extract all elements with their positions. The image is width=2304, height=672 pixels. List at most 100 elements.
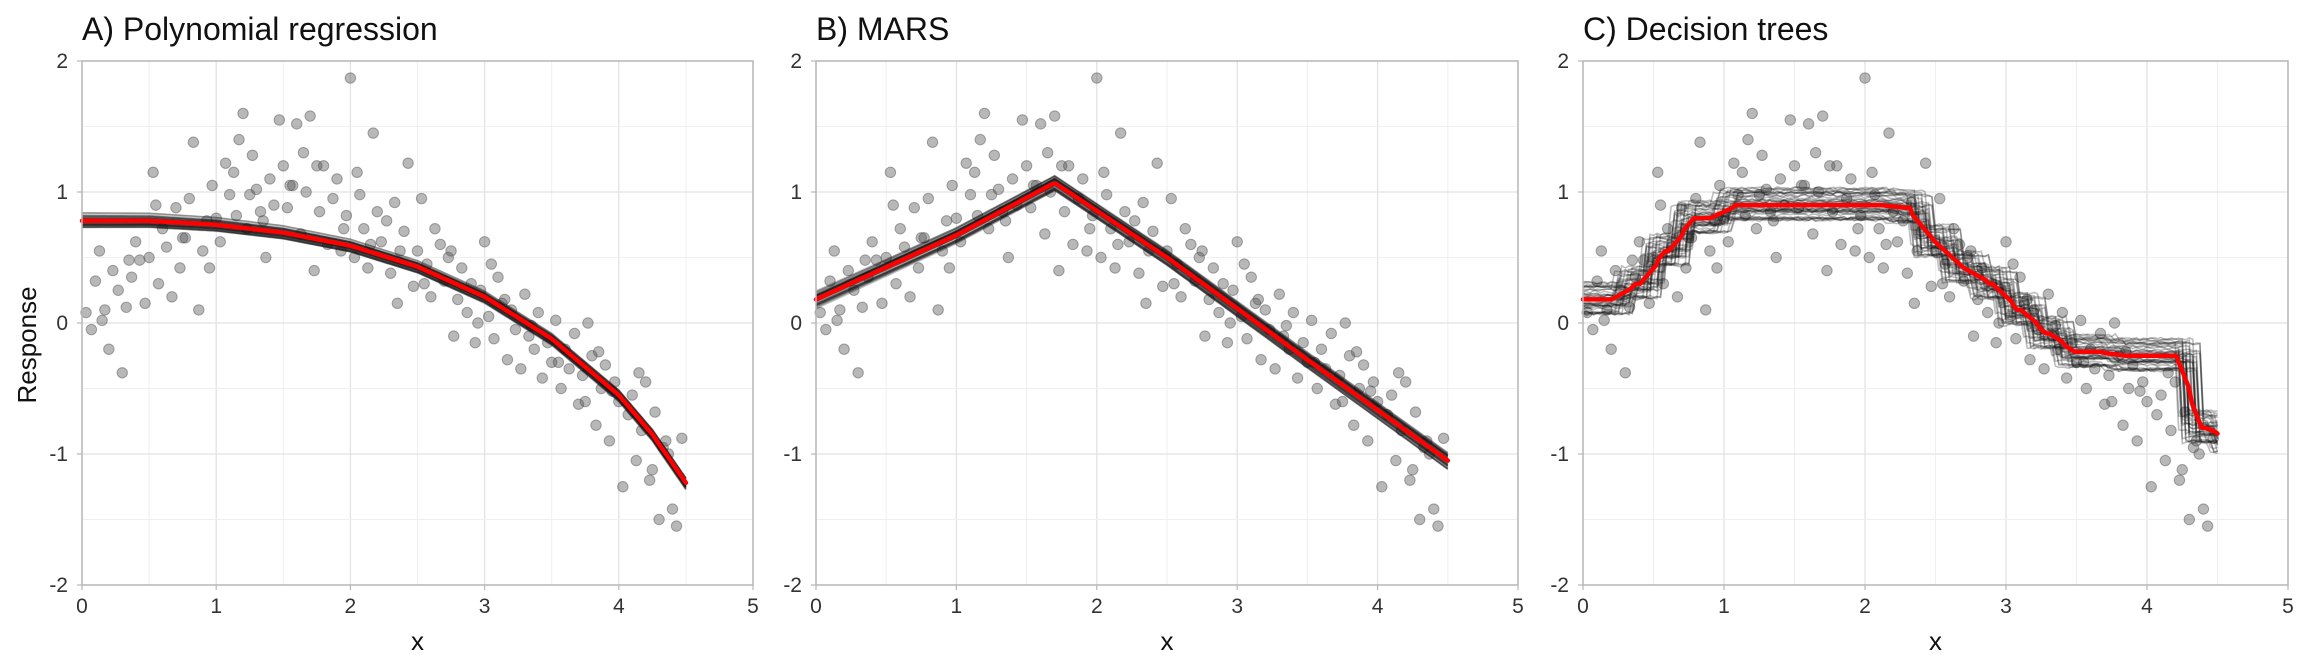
panel-a-grid xyxy=(81,60,754,586)
data-point xyxy=(492,271,504,283)
bootstrap-fit-line xyxy=(81,212,687,479)
data-point xyxy=(340,209,353,222)
data-point xyxy=(116,367,128,379)
data-point xyxy=(576,369,589,382)
data-point xyxy=(219,157,232,169)
data-point xyxy=(1652,166,1664,179)
data-point xyxy=(890,278,902,290)
bootstrap-fit-line xyxy=(1582,186,2218,413)
data-point xyxy=(2060,372,2073,384)
bootstrap-fit-line xyxy=(815,177,1449,457)
data-point xyxy=(291,118,303,130)
data-point xyxy=(152,278,165,290)
data-point xyxy=(1002,251,1015,264)
data-point xyxy=(1119,205,1131,218)
data-point xyxy=(264,173,276,185)
data-point xyxy=(1728,157,1740,169)
data-point xyxy=(1252,293,1264,306)
bootstrap-fit-line xyxy=(82,215,687,481)
data-point xyxy=(1269,363,1281,375)
data-point xyxy=(499,293,511,306)
bootstrap-fit-line xyxy=(82,222,687,488)
data-point xyxy=(434,238,447,251)
data-point xyxy=(653,513,665,526)
data-point xyxy=(646,464,659,476)
data-point xyxy=(418,278,430,290)
x-tick-label: 3 xyxy=(2000,595,2012,618)
data-point xyxy=(1990,336,2002,349)
data-point xyxy=(260,251,272,264)
data-point xyxy=(950,212,963,224)
data-point xyxy=(2021,293,2033,306)
data-point xyxy=(1041,147,1054,159)
data-point xyxy=(1399,376,1412,388)
bootstrap-fit-line xyxy=(815,177,1449,456)
data-point xyxy=(2176,464,2188,476)
data-point xyxy=(233,133,245,146)
data-point xyxy=(193,304,205,316)
data-point xyxy=(1238,258,1250,270)
data-point xyxy=(284,179,296,192)
bootstrap-fit-line xyxy=(1582,188,2218,415)
data-point xyxy=(1196,245,1208,257)
data-point xyxy=(1409,406,1422,418)
bootstrap-fit-line xyxy=(1582,215,2218,453)
data-point xyxy=(1091,72,1103,84)
data-point xyxy=(2052,343,2064,355)
data-point xyxy=(579,395,591,408)
data-point xyxy=(2169,376,2181,388)
data-point xyxy=(354,188,366,201)
y-tick-label: 1 xyxy=(1557,181,1569,204)
data-point xyxy=(1962,251,1974,264)
bootstrap-fit-line xyxy=(82,226,687,490)
data-point xyxy=(856,301,869,313)
bootstrap-fit-line xyxy=(82,222,687,487)
data-point xyxy=(1732,188,1744,201)
data-point xyxy=(1784,114,1796,126)
x-tick-label: 1 xyxy=(951,595,963,618)
data-point xyxy=(2099,398,2111,410)
bootstrap-fit-line xyxy=(82,224,687,487)
bootstrap-fit-line xyxy=(82,216,687,479)
data-point xyxy=(348,251,361,264)
data-point xyxy=(364,238,377,251)
data-point xyxy=(1911,245,1923,257)
data-point xyxy=(1390,454,1402,467)
average-fit-line xyxy=(1580,202,2220,436)
bootstrap-fit-line xyxy=(815,177,1449,455)
bootstrap-fit-line xyxy=(815,189,1449,467)
data-point xyxy=(1609,264,1622,277)
data-point xyxy=(2077,356,2090,368)
data-point xyxy=(1863,251,1875,264)
data-point xyxy=(894,222,906,235)
data-point xyxy=(1231,236,1243,248)
data-point xyxy=(150,199,162,211)
data-point xyxy=(912,262,925,274)
x-tick-label: 5 xyxy=(747,595,759,618)
data-point xyxy=(174,262,186,274)
data-point xyxy=(2197,503,2210,515)
data-point xyxy=(814,306,826,319)
data-point xyxy=(1056,160,1068,172)
x-tick-label: 4 xyxy=(1372,595,1384,618)
data-point xyxy=(1972,293,1984,306)
bootstrap-fit-line xyxy=(1583,193,2218,420)
data-point xyxy=(1683,232,1695,244)
data-point xyxy=(1845,173,1857,185)
data-point xyxy=(1329,398,1342,410)
data-point xyxy=(2183,513,2196,526)
data-point xyxy=(1325,327,1337,340)
data-point xyxy=(1109,262,1121,274)
data-point xyxy=(1849,245,1861,257)
data-point xyxy=(1227,284,1239,296)
data-point xyxy=(362,262,374,274)
data-point xyxy=(926,136,939,148)
data-point xyxy=(2089,363,2101,375)
data-point xyxy=(456,262,468,274)
data-point xyxy=(1750,222,1763,235)
data-point xyxy=(1221,336,1234,349)
bootstrap-fit-line xyxy=(815,175,1449,455)
data-point xyxy=(1605,343,1617,355)
data-point xyxy=(848,284,860,296)
data-point xyxy=(1657,278,1670,290)
